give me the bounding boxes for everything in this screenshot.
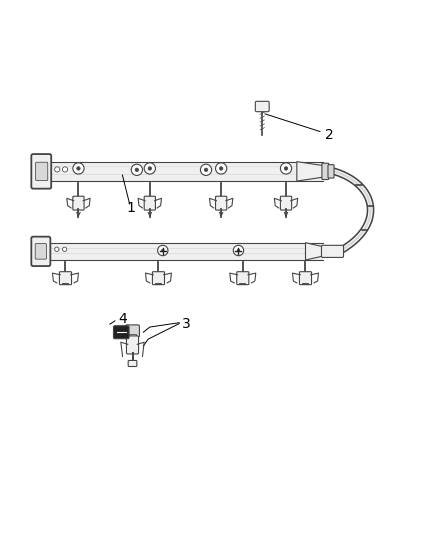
Circle shape	[63, 167, 67, 172]
Circle shape	[55, 247, 59, 252]
Polygon shape	[297, 161, 323, 181]
FancyBboxPatch shape	[144, 196, 155, 210]
Text: 1: 1	[126, 201, 135, 215]
FancyBboxPatch shape	[32, 237, 50, 266]
FancyBboxPatch shape	[215, 196, 227, 210]
Circle shape	[131, 164, 142, 175]
Circle shape	[284, 167, 288, 170]
Circle shape	[204, 168, 208, 172]
Circle shape	[162, 249, 164, 252]
Text: 4: 4	[119, 312, 127, 326]
FancyBboxPatch shape	[280, 196, 292, 210]
FancyBboxPatch shape	[60, 272, 71, 285]
Circle shape	[63, 247, 67, 252]
FancyBboxPatch shape	[126, 325, 139, 337]
Circle shape	[148, 167, 152, 170]
Circle shape	[280, 163, 292, 174]
Circle shape	[158, 245, 168, 256]
Circle shape	[237, 249, 240, 252]
FancyBboxPatch shape	[321, 245, 343, 257]
Circle shape	[144, 163, 155, 174]
Circle shape	[73, 163, 84, 174]
FancyBboxPatch shape	[255, 101, 269, 112]
FancyBboxPatch shape	[73, 196, 84, 210]
FancyBboxPatch shape	[127, 336, 138, 354]
FancyBboxPatch shape	[128, 360, 137, 367]
FancyBboxPatch shape	[44, 243, 323, 260]
FancyBboxPatch shape	[152, 272, 165, 285]
FancyBboxPatch shape	[32, 154, 51, 189]
FancyBboxPatch shape	[237, 272, 249, 285]
FancyBboxPatch shape	[44, 161, 323, 181]
FancyBboxPatch shape	[113, 326, 129, 338]
FancyBboxPatch shape	[35, 162, 48, 181]
FancyBboxPatch shape	[35, 244, 46, 259]
Polygon shape	[305, 243, 323, 260]
FancyBboxPatch shape	[328, 165, 334, 178]
Circle shape	[219, 167, 223, 170]
Circle shape	[215, 163, 227, 174]
FancyBboxPatch shape	[129, 334, 136, 338]
FancyBboxPatch shape	[300, 272, 311, 285]
Text: 3: 3	[182, 317, 191, 330]
Circle shape	[201, 164, 212, 175]
FancyBboxPatch shape	[322, 163, 329, 180]
Text: 2: 2	[325, 128, 334, 142]
Circle shape	[233, 245, 244, 256]
Circle shape	[135, 168, 138, 172]
Circle shape	[55, 167, 60, 172]
Circle shape	[77, 167, 80, 170]
